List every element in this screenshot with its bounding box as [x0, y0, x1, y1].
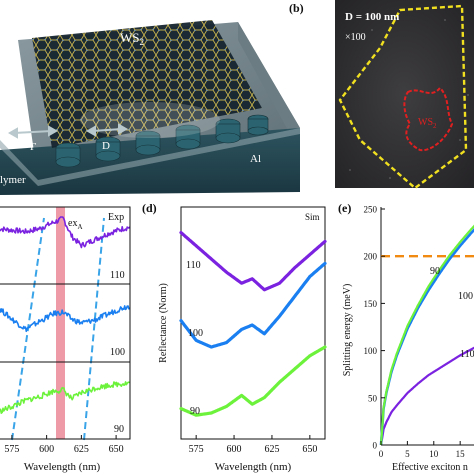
- panel-c-plot: [0, 216, 130, 415]
- curve-label-90: 90: [190, 406, 200, 417]
- curve-label-100: 100: [188, 328, 203, 339]
- panel-d-tick-label-575: 575: [189, 444, 204, 455]
- panel-d-tick-label-600: 600: [227, 444, 242, 455]
- panel-e-ticks: 0 50 100 150 200 250 0 5 10 15: [364, 205, 466, 460]
- period-arrow: [7, 125, 59, 139]
- curve-label-100: 100: [458, 291, 473, 302]
- device-slab-side: [238, 22, 300, 152]
- exp-label: Exp: [108, 212, 124, 223]
- nanopillars: [55, 114, 269, 168]
- diameter-label: D: [102, 140, 110, 152]
- panel-e-ytick-label-250: 250: [364, 205, 378, 215]
- diameter-text: D = 100 nm: [345, 11, 399, 23]
- panel-e-ytick-label-150: 150: [364, 299, 378, 309]
- splitting-curve-110: [379, 346, 474, 446]
- sim-curve-110: [179, 231, 327, 292]
- curve-label-90: 90: [430, 266, 440, 277]
- panel-b: (b) D = 100 nm ×100 WS2: [289, 0, 474, 190]
- flake-outline: [338, 4, 468, 190]
- panel-d-xlabel: Wavelength (nm): [215, 461, 292, 473]
- panel-d-letter: (d): [142, 201, 157, 215]
- panel-d: (d) Sim 110 100 90 Reflectance (Norm) 57…: [142, 201, 327, 473]
- panel-a: WS2 Γ D Al lymer: [0, 0, 330, 195]
- splitting-curve-90: [379, 224, 474, 446]
- panel-c-tick-label-600: 600: [39, 444, 54, 455]
- curve-label-100: 100: [110, 347, 125, 358]
- panel-e-xlabel: Effective exciton n: [392, 462, 468, 473]
- guide-line-left: [11, 217, 45, 441]
- panel-e-ytick-label-200: 200: [364, 252, 378, 262]
- panel-e-xtick-label-10: 10: [429, 449, 439, 459]
- panel-c-xlabel: Wavelength (nm): [24, 461, 101, 473]
- flake-label: WS2: [418, 117, 437, 130]
- exp-curve-100: [0, 305, 130, 333]
- microscope-image: [335, 0, 474, 188]
- panel-e-letter: (e): [338, 201, 351, 215]
- panel-c-tick-label-650: 650: [109, 444, 124, 455]
- panel-e-ytick-label-100: 100: [364, 346, 378, 356]
- magnification-text: ×100: [345, 32, 366, 43]
- diameter-arrow: [85, 123, 129, 137]
- panel-e-xtick-label-0: 0: [379, 449, 384, 459]
- exciton-band: [56, 207, 65, 439]
- panel-e-xtick-label-15: 15: [456, 449, 466, 459]
- curve-label-110: 110: [110, 270, 125, 281]
- panel-e-ytick-label-0: 0: [373, 441, 378, 451]
- sim-label: Sim: [305, 212, 320, 222]
- panel-e-ytick-label-50: 50: [368, 393, 378, 403]
- panel-d-tick-label-650: 650: [302, 444, 317, 455]
- panel-b-letter: (b): [289, 1, 304, 15]
- ws2-outline: [403, 86, 454, 152]
- panel-c-tick-label-625: 625: [74, 444, 89, 455]
- panel-e-plot: [379, 224, 474, 446]
- panel-e-ylabel: Splitting energy (meV): [342, 284, 353, 377]
- panel-c-frame: [0, 206, 131, 440]
- panel-c: exA Exp 110 100 90 575 600 625 650 Waveleng…: [0, 206, 131, 473]
- panel-c-tick-label-575: 575: [4, 444, 19, 455]
- curve-label-90: 90: [114, 424, 124, 435]
- exp-curve-110: [0, 216, 130, 249]
- guide-line-right: [83, 217, 105, 441]
- polymer-label: lymer: [0, 174, 26, 186]
- exciton-label: exA: [68, 218, 83, 231]
- sim-curve-90: [179, 345, 327, 417]
- ws2-lattice: [32, 20, 262, 148]
- material-label: WS2: [120, 30, 144, 47]
- panel-d-ylabel: Reflectance (Norm): [158, 283, 169, 363]
- panel-d-ticks: 575 600 625 650: [189, 435, 317, 455]
- sim-curve-100: [179, 261, 327, 349]
- exp-curve-90: [0, 381, 130, 415]
- curve-label-110: 110: [186, 260, 201, 271]
- panel-d-tick-label-625: 625: [264, 444, 279, 455]
- panel-e-xtick-label-5: 5: [405, 449, 410, 459]
- substrate-label: Al: [250, 153, 261, 165]
- panel-d-plot: [179, 231, 327, 417]
- period-label: Γ: [30, 141, 36, 153]
- panel-c-ticks: 575 600 625 650: [4, 435, 124, 455]
- splitting-curve-100: [379, 228, 474, 446]
- curve-label-110: 110: [460, 349, 474, 360]
- panel-e: (e) 0 50 100 150 200 250 0 5 10 15 90 100 110 Spl…: [338, 201, 474, 473]
